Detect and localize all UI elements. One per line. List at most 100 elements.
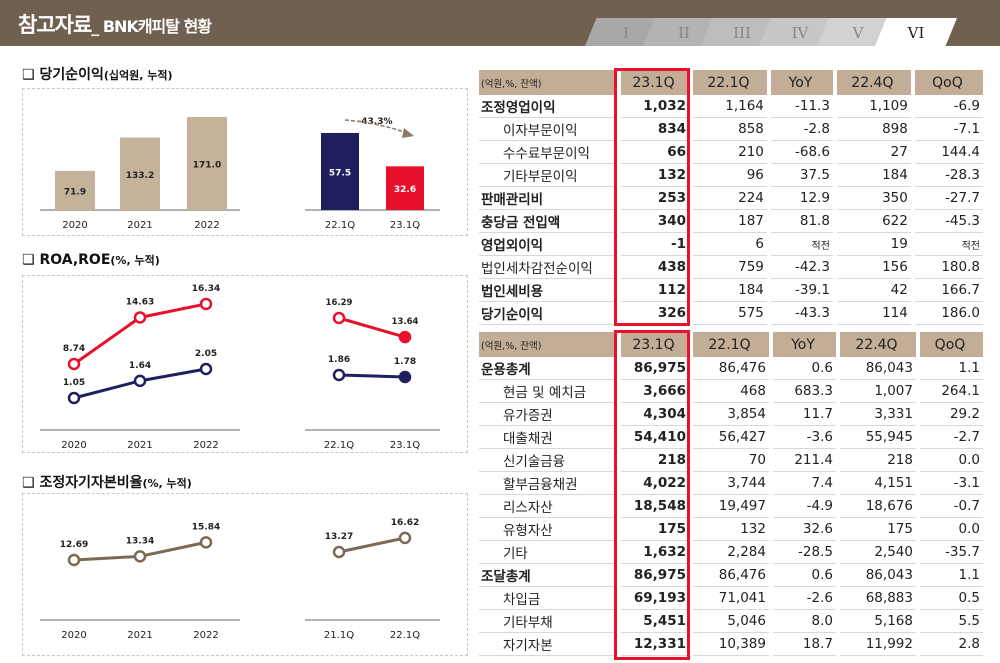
cell: 1,164	[693, 95, 767, 118]
row-label: 법인세비용	[479, 279, 617, 302]
cell: 156	[836, 256, 911, 279]
data-point	[332, 311, 346, 325]
cell: 834	[621, 118, 689, 141]
data-label: 2.05	[195, 349, 217, 359]
row-label: 현금 및 예치금	[479, 380, 617, 403]
cell: -2.7	[919, 426, 983, 449]
row-label: 판매관리비	[479, 187, 617, 210]
chart-box-roa-roe	[22, 275, 468, 453]
column-header: 23.1Q	[621, 332, 689, 357]
cell: 184	[836, 164, 911, 187]
cell: 2,540	[839, 541, 916, 564]
row-label: 수수료부문이익	[479, 141, 617, 164]
data-label: 32.6	[394, 185, 416, 195]
table-row: 영업외이익 -1 6 적전 19 적전	[479, 233, 983, 256]
cell: 29.2	[919, 403, 983, 426]
series-line	[338, 316, 406, 339]
balance-table: (억원,%, 잔액) 23.1Q 22.1Q YoY 22.4Q QoQ 운용총계 86,97…	[475, 332, 987, 656]
column-header: 22.4Q	[839, 332, 916, 357]
data-label: 71.9	[64, 187, 86, 197]
section-title-net-income: ❑ 당기순이익(십억원, 누적)	[22, 67, 173, 83]
data-point	[67, 553, 81, 567]
cell: 3,331	[839, 403, 916, 426]
cell: 54,410	[621, 426, 689, 449]
cell: -35.7	[919, 541, 983, 564]
bar	[187, 116, 227, 210]
cell: 86,476	[693, 564, 769, 587]
table-row: 조정영업이익 1,032 1,164 -11.3 1,109 -6.9	[479, 95, 983, 118]
column-header: 22.1Q	[693, 70, 767, 95]
page-title: 참고자료_ BNK캐피탈 현황	[18, 9, 212, 39]
cell: 112	[621, 279, 689, 302]
row-label: 법인세차감전순이익	[479, 256, 617, 279]
cell: 86,043	[839, 564, 916, 587]
row-label: 충당금 전입액	[479, 210, 617, 233]
cell: -11.3	[770, 95, 833, 118]
data-label: 16.34	[192, 284, 220, 294]
data-label: 1.64	[129, 361, 151, 371]
data-point	[332, 368, 346, 382]
data-label: 133.2	[126, 171, 154, 181]
data-point	[199, 297, 213, 311]
cell: 1,007	[839, 380, 916, 403]
row-label: 유가증권	[479, 403, 617, 426]
bar	[120, 137, 160, 210]
cell: 683.3	[772, 380, 836, 403]
data-label: 57.5	[329, 168, 351, 178]
cell: -39.1	[770, 279, 833, 302]
data-point	[67, 357, 81, 371]
cell: 218	[621, 449, 689, 472]
table-row: 법인세비용 112 184 -39.1 42 166.7	[479, 279, 983, 302]
cell: 4,304	[621, 403, 689, 426]
cell: 11,992	[839, 633, 916, 656]
cell: 8.0	[772, 610, 836, 633]
cell: 86,975	[621, 564, 689, 587]
cell: 66	[621, 141, 689, 164]
x-tick-label: 2021	[127, 630, 152, 641]
cell: -28.3	[914, 164, 983, 187]
chart-box-net-income	[22, 88, 468, 236]
table-header: (억원,%, 잔액) 23.1Q 22.1Q YoY 22.4Q QoQ	[479, 332, 983, 357]
cell: 186.0	[914, 302, 983, 325]
table-row: 유가증권 4,304 3,854 11.7 3,331 29.2	[479, 403, 983, 426]
row-label: 운용총계	[479, 357, 617, 380]
cell: 86,476	[693, 357, 769, 380]
cell: 1,109	[836, 95, 911, 118]
data-label: 13.34	[126, 536, 154, 546]
cell: 187	[693, 210, 767, 233]
cell: 6	[693, 233, 767, 256]
cell: 10,389	[693, 633, 769, 656]
cell: 4,022	[621, 472, 689, 495]
cell: 32.6	[772, 518, 836, 541]
cell: 340	[621, 210, 689, 233]
row-label: 대출채권	[479, 426, 617, 449]
cell: 175	[621, 518, 689, 541]
section-title-capital: ❑ 조정자기자본비율(%, 누적)	[22, 475, 192, 491]
cell: 144.4	[914, 141, 983, 164]
cell: 37.5	[770, 164, 833, 187]
cell: 224	[693, 187, 767, 210]
column-header: QoQ	[914, 70, 983, 95]
data-point	[133, 550, 147, 563]
cell: 350	[836, 187, 911, 210]
cell: 27	[836, 141, 911, 164]
column-header: 22.1Q	[693, 332, 769, 357]
cell: 0.5	[919, 587, 983, 610]
table-row: 이자부문이익 834 858 -2.8 898 -7.1	[479, 118, 983, 141]
x-tick-label: 23.1Q	[390, 440, 420, 451]
x-tick-label: 22.1Q	[324, 440, 354, 451]
row-label: 당기순이익	[479, 302, 617, 325]
x-tick-label: 2020	[61, 630, 86, 641]
cell: 253	[621, 187, 689, 210]
cell: 55,945	[839, 426, 916, 449]
cell: 575	[693, 302, 767, 325]
cell: 12.9	[770, 187, 833, 210]
cell: 5,046	[693, 610, 769, 633]
cell: 2,284	[693, 541, 769, 564]
cell: 12,331	[621, 633, 689, 656]
cell: 438	[621, 256, 689, 279]
table-row: 기타부문이익 132 96 37.5 184 -28.3	[479, 164, 983, 187]
cell: 적전	[770, 233, 833, 256]
tab-VI[interactable]: VI	[875, 18, 957, 46]
cell: 68,883	[839, 587, 916, 610]
